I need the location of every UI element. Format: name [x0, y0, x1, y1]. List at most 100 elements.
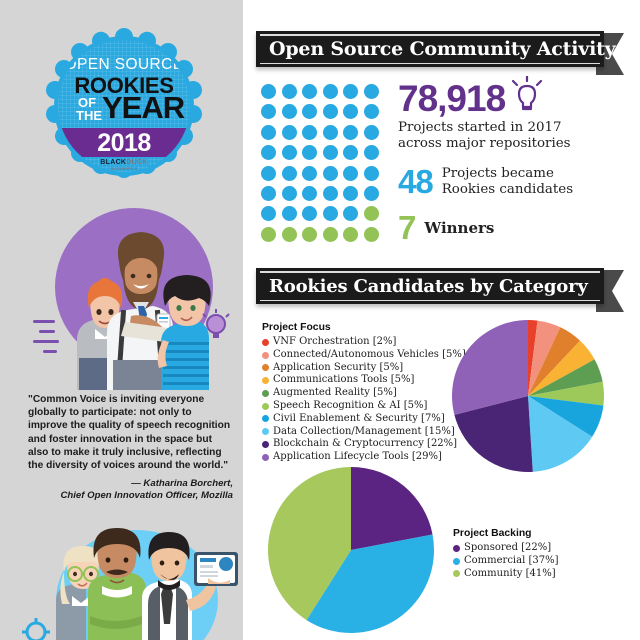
stat-candidates-row: 48 Projects became Rookies candidates [398, 165, 638, 198]
legend-project-focus: Project Focus VNF Orchestration [2%] Conn… [262, 322, 466, 464]
legend-swatch-dot-icon [453, 557, 460, 565]
stat-candidates-number: 48 [398, 163, 434, 200]
dot-blue [322, 104, 338, 120]
legend-item: Sponsored [22%] [453, 542, 559, 554]
dot-grid-48 [261, 84, 389, 247]
dot-blue [302, 145, 318, 161]
pie-slice [454, 396, 533, 472]
pie-chart-project-backing [267, 466, 435, 639]
legend-items-project-backing: Sponsored [22%] Commercial [37%] Community… [453, 542, 559, 580]
illustration-three-people-top [33, 190, 233, 390]
legend-label: Augmented Reality [5%] [273, 387, 397, 399]
legend-item: Communications Tools [5%] [262, 374, 466, 386]
dot-blue [281, 206, 297, 222]
badge-band [58, 128, 190, 157]
pie-slice [351, 467, 433, 550]
legend-item: Speech Recognition & AI [5%] [262, 400, 466, 412]
illustration-three-people-bottom [20, 516, 245, 640]
logo-duck-word: DUCK [126, 159, 148, 166]
stat-candidates-label-1: Projects became [441, 166, 554, 181]
legend-label: VNF Orchestration [2%] [273, 336, 397, 347]
dot-blue [322, 185, 338, 201]
pie-slice [528, 340, 595, 396]
legend-label: Connected/Autonomous Vehicles [5%] [273, 348, 466, 360]
dot-blue [343, 84, 359, 99]
dot-blue [302, 165, 318, 181]
dot-blue [302, 185, 318, 201]
dot-blue [261, 124, 276, 140]
dot-blue [302, 124, 318, 140]
rookies-badge: OPEN SOURCE ROOKIES OF THE YEAR 2018 BLA… [44, 26, 204, 186]
dot-blue [261, 84, 276, 99]
legend-title-project-focus: Project Focus [262, 322, 331, 333]
legend-label: Community [41%] [464, 567, 556, 579]
banner-title-categories: Rookies Candidates by Category [269, 275, 588, 297]
dot-blue [363, 145, 379, 161]
banner-community-activity: Open Source Community Activity [256, 31, 624, 75]
dot-row [261, 226, 389, 242]
dot-blue [302, 206, 318, 222]
dot-blue [261, 104, 276, 120]
lightbulb-icon [511, 76, 543, 111]
dot-green [363, 206, 379, 222]
dot-blue [281, 84, 297, 99]
legend-swatch-dot-icon [262, 402, 269, 410]
dot-green [322, 226, 338, 242]
legend-label: Application Security [5%] [273, 361, 404, 373]
dot-blue [363, 165, 379, 181]
dot-green [302, 226, 318, 242]
legend-label: Civil Enablement & Security [7%] [273, 412, 445, 424]
dot-blue [281, 185, 297, 201]
legend-swatch-dot-icon [453, 544, 460, 552]
pie-slice [528, 396, 604, 437]
quote-attribution: — Katharina Borchert, Chief Open Innovat… [28, 478, 233, 502]
legend-label: Speech Recognition & AI [5%] [273, 399, 428, 411]
legend-swatch-dot-icon [262, 351, 269, 359]
dot-blue [281, 145, 297, 161]
stat-winners-label: Winners [424, 219, 495, 237]
logo-black-word: BLACK [100, 159, 127, 166]
pie-slice [528, 320, 561, 396]
activity-stats: 78,918 Projects started in 2017 across m… [398, 76, 638, 244]
stat-projects-label-1: Projects started in 2017 [398, 120, 562, 135]
dot-blue [281, 165, 297, 181]
pie-slice [306, 534, 434, 633]
logo-subtitle: BY SYNOPSYS [110, 167, 138, 171]
pie-slice [528, 396, 593, 472]
legend-item: Augmented Reality [5%] [262, 387, 466, 399]
legend-item: Application Lifecycle Tools [29%] [262, 451, 466, 463]
quote-text: "Common Voice is inviting everyone globa… [28, 394, 231, 472]
dot-blue [281, 104, 297, 120]
pie-backing-svg [268, 467, 434, 633]
quote-author-title: Chief Open Innovation Officer, Mozilla [60, 490, 233, 502]
pie-chart-project-focus [451, 319, 605, 478]
people-illustration-bottom-icon [22, 528, 238, 640]
legend-swatch-dot-icon [262, 415, 269, 423]
legend-label: Blockchain & Cryptocurrency [22%] [273, 438, 458, 450]
dot-blue [322, 84, 338, 99]
quote-author: — Katharina Borchert, [131, 478, 233, 490]
badge-line-open-source: OPEN SOURCE [64, 56, 184, 73]
dot-row [261, 185, 389, 201]
dot-blue [261, 145, 276, 161]
stat-candidates-label-2: Rookies candidates [441, 182, 574, 197]
quote-block: "Common Voice is inviting everyone globa… [28, 393, 233, 502]
dot-blue [322, 165, 338, 181]
dot-green [363, 226, 379, 242]
dot-blue [261, 206, 276, 222]
dot-row [261, 104, 389, 120]
legend-item: Application Security [5%] [262, 362, 466, 374]
legend-item: Connected/Autonomous Vehicles [5%] [262, 349, 466, 361]
dot-blue [363, 104, 379, 120]
pie-focus-svg [452, 320, 604, 472]
dot-row [261, 145, 389, 161]
dot-blue [322, 206, 338, 222]
dot-row [261, 124, 389, 140]
legend-label: Sponsored [22%] [464, 542, 552, 553]
left-column: OPEN SOURCE ROOKIES OF THE YEAR 2018 BLA… [0, 0, 243, 640]
pie-slice [452, 320, 528, 415]
pie-slice [528, 320, 538, 396]
dot-blue [261, 165, 276, 181]
legend-swatch-dot-icon [262, 441, 269, 449]
legend-swatch-dot-icon [262, 377, 269, 385]
